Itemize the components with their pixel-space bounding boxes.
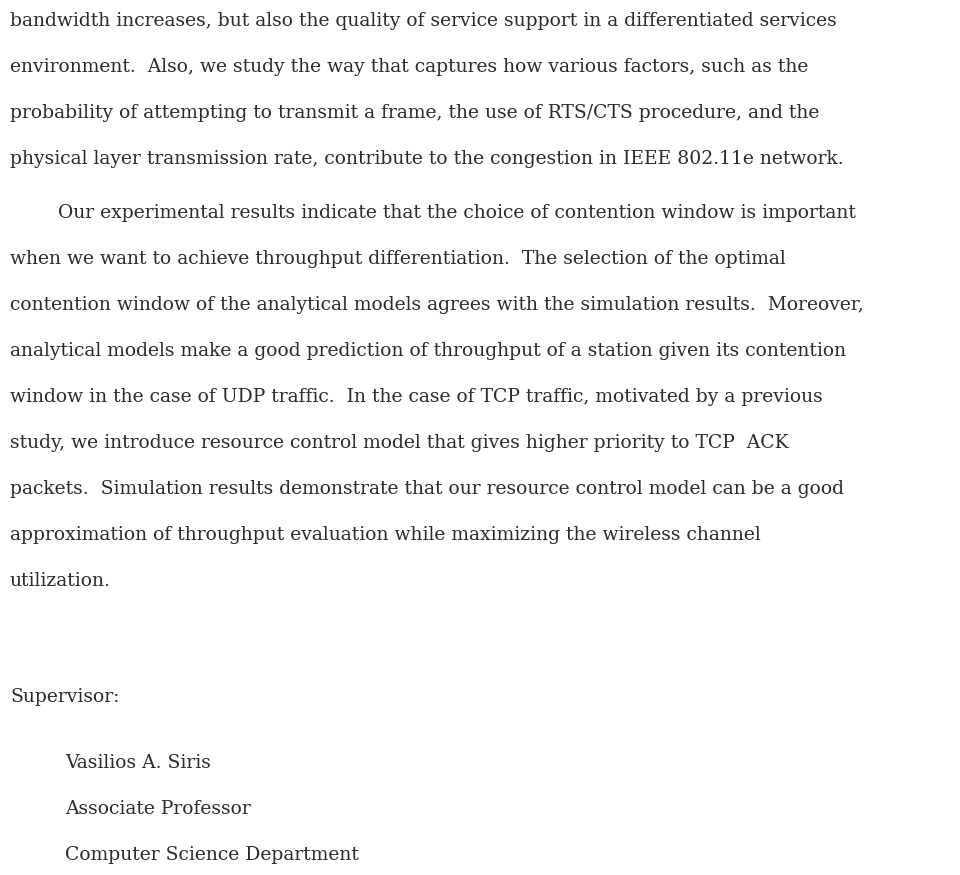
Text: when we want to achieve throughput differentiation.  The selection of the optima: when we want to achieve throughput diffe…: [10, 250, 785, 268]
Text: contention window of the analytical models agrees with the simulation results.  : contention window of the analytical mode…: [10, 296, 864, 314]
Text: Associate Professor: Associate Professor: [65, 800, 251, 818]
Text: analytical models make a good prediction of throughput of a station given its co: analytical models make a good prediction…: [10, 342, 846, 360]
Text: packets.  Simulation results demonstrate that our resource control model can be : packets. Simulation results demonstrate …: [10, 480, 844, 498]
Text: Supervisor:: Supervisor:: [10, 688, 119, 706]
Text: Computer Science Department: Computer Science Department: [65, 846, 359, 864]
Text: Vasilios A. Siris: Vasilios A. Siris: [65, 754, 211, 772]
Text: bandwidth increases, but also the quality of service support in a differentiated: bandwidth increases, but also the qualit…: [10, 12, 837, 30]
Text: Our experimental results indicate that the choice of contention window is import: Our experimental results indicate that t…: [10, 204, 856, 222]
Text: study, we introduce resource control model that gives higher priority to TCP  AC: study, we introduce resource control mod…: [10, 434, 788, 452]
Text: physical layer transmission rate, contribute to the congestion in IEEE 802.11e n: physical layer transmission rate, contri…: [10, 150, 844, 168]
Text: probability of attempting to transmit a frame, the use of RTS/CTS procedure, and: probability of attempting to transmit a …: [10, 104, 820, 122]
Text: environment.  Also, we study the way that captures how various factors, such as : environment. Also, we study the way that…: [10, 58, 808, 76]
Text: window in the case of UDP traffic.  In the case of TCP traffic, motivated by a p: window in the case of UDP traffic. In th…: [10, 388, 823, 406]
Text: approximation of throughput evaluation while maximizing the wireless channel: approximation of throughput evaluation w…: [10, 526, 760, 544]
Text: utilization.: utilization.: [10, 572, 110, 590]
